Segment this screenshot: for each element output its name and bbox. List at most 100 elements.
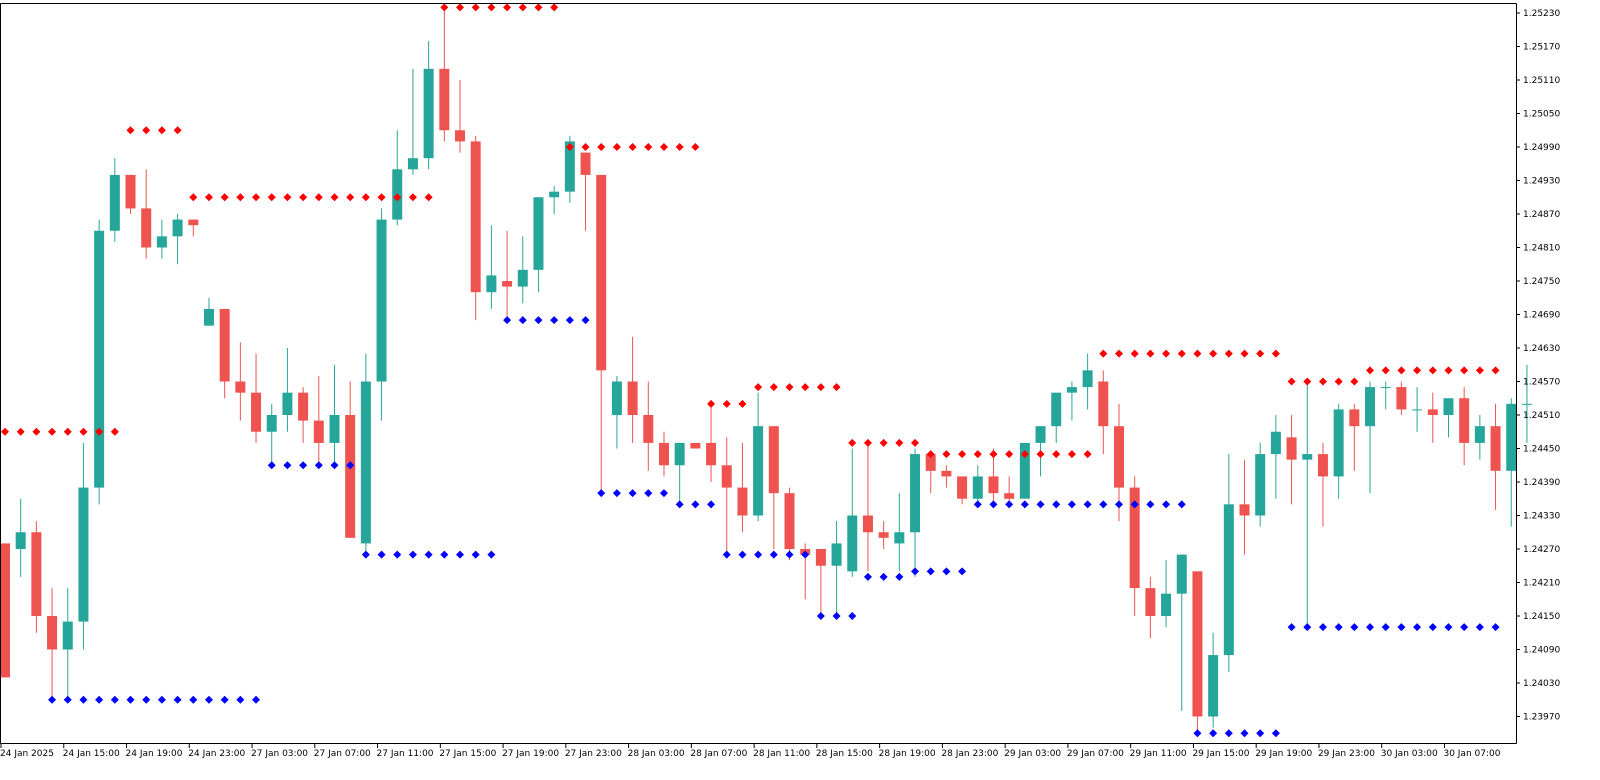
candle-body bbox=[768, 426, 779, 494]
resistance-marker bbox=[801, 383, 810, 392]
resistance-marker bbox=[1052, 450, 1061, 459]
support-marker bbox=[95, 695, 104, 704]
resistance-marker bbox=[1036, 450, 1045, 459]
candle bbox=[1223, 454, 1234, 672]
support-marker bbox=[220, 695, 229, 704]
price-tick-label: 1.24870 bbox=[1523, 210, 1560, 220]
price-tick-label: 1.24390 bbox=[1523, 478, 1560, 488]
time-axis: 24 Jan 2025 24 Jan 15:00 24 Jan 19:00 24 Ja… bbox=[0, 743, 1501, 759]
support-marker bbox=[863, 572, 872, 581]
support-marker bbox=[487, 550, 496, 559]
support-marker bbox=[1334, 623, 1343, 632]
support-marker bbox=[754, 550, 763, 559]
resistance-marker bbox=[550, 3, 559, 12]
resistance-marker bbox=[346, 193, 355, 202]
candle bbox=[1270, 415, 1281, 499]
support-marker bbox=[958, 567, 967, 576]
support-marker bbox=[252, 695, 261, 704]
support-marker bbox=[911, 567, 920, 576]
resistance-marker bbox=[738, 399, 747, 408]
candle-body bbox=[376, 219, 387, 382]
candle-body bbox=[470, 141, 481, 293]
candle bbox=[15, 498, 26, 577]
support-marker bbox=[1303, 623, 1312, 632]
support-marker bbox=[1005, 500, 1014, 509]
candle-body bbox=[1208, 655, 1219, 717]
resistance-marker bbox=[1240, 349, 1249, 358]
candle bbox=[1192, 571, 1203, 734]
support-marker bbox=[1146, 500, 1155, 509]
candle-body bbox=[737, 487, 748, 516]
candle-body bbox=[502, 281, 513, 287]
candle bbox=[533, 197, 544, 293]
candle-body bbox=[1270, 431, 1281, 455]
candle bbox=[1302, 381, 1313, 628]
price-tick-label: 1.23970 bbox=[1523, 713, 1560, 723]
time-tick-label: 27 Jan 19:00 bbox=[502, 749, 559, 759]
support-marker bbox=[267, 461, 276, 470]
support-marker bbox=[581, 316, 590, 325]
support-marker bbox=[236, 695, 245, 704]
support-marker bbox=[597, 489, 606, 498]
support-marker bbox=[1209, 729, 1218, 738]
candle bbox=[1474, 415, 1485, 460]
candle-body bbox=[831, 543, 842, 566]
resistance-marker bbox=[252, 193, 261, 202]
support-marker bbox=[79, 695, 88, 704]
support-marker bbox=[895, 572, 904, 581]
resistance-marker bbox=[173, 126, 182, 135]
resistance-marker bbox=[597, 143, 606, 151]
support-marker bbox=[157, 695, 166, 704]
resistance-marker bbox=[1350, 377, 1359, 386]
resistance-marker bbox=[393, 193, 402, 202]
candle-body bbox=[596, 174, 607, 371]
candle bbox=[125, 174, 136, 214]
support-resistance-markers bbox=[1, 3, 1500, 738]
support-marker bbox=[816, 612, 825, 620]
candle-body bbox=[1474, 426, 1485, 443]
resistance-marker bbox=[832, 383, 841, 392]
candle-body bbox=[753, 426, 764, 516]
candle bbox=[1161, 560, 1172, 628]
resistance-marker bbox=[48, 427, 57, 436]
resistance-marker bbox=[1397, 366, 1406, 375]
candle bbox=[1380, 381, 1391, 410]
candle bbox=[141, 169, 152, 259]
candle bbox=[1255, 442, 1266, 527]
resistance-marker bbox=[1318, 377, 1327, 386]
resistance-marker bbox=[769, 383, 778, 392]
resistance-marker bbox=[236, 193, 245, 202]
support-marker bbox=[848, 612, 857, 620]
candle-body bbox=[1333, 409, 1344, 477]
resistance-marker bbox=[628, 143, 637, 151]
time-tick-label: 27 Jan 11:00 bbox=[377, 749, 434, 759]
candle bbox=[1365, 381, 1376, 494]
resistance-marker bbox=[503, 3, 512, 12]
resistance-marker bbox=[424, 193, 433, 202]
support-marker bbox=[1287, 623, 1296, 632]
candle-body bbox=[1066, 387, 1077, 393]
resistance-marker bbox=[204, 193, 213, 202]
candle-body bbox=[1396, 387, 1407, 410]
support-marker bbox=[1052, 500, 1061, 509]
support-marker bbox=[659, 489, 668, 498]
candle-body bbox=[517, 269, 528, 287]
candle-body bbox=[1223, 504, 1234, 656]
candle-body bbox=[988, 476, 999, 494]
price-tick-label: 1.24330 bbox=[1523, 512, 1560, 522]
time-tick-label: 27 Jan 03:00 bbox=[251, 749, 308, 759]
price-tick-label: 1.24810 bbox=[1523, 244, 1560, 254]
time-tick-label: 24 Jan 15:00 bbox=[63, 749, 120, 759]
resistance-marker bbox=[1209, 349, 1218, 358]
candle bbox=[31, 521, 42, 633]
support-marker bbox=[550, 316, 559, 325]
time-tick-label: 27 Jan 15:00 bbox=[439, 749, 496, 759]
resistance-marker bbox=[1491, 366, 1500, 375]
candle-body bbox=[172, 219, 183, 237]
candle bbox=[345, 381, 356, 538]
candle-body bbox=[878, 532, 889, 538]
support-marker bbox=[1475, 623, 1484, 632]
candle bbox=[596, 174, 607, 494]
candle-body bbox=[1380, 387, 1391, 389]
